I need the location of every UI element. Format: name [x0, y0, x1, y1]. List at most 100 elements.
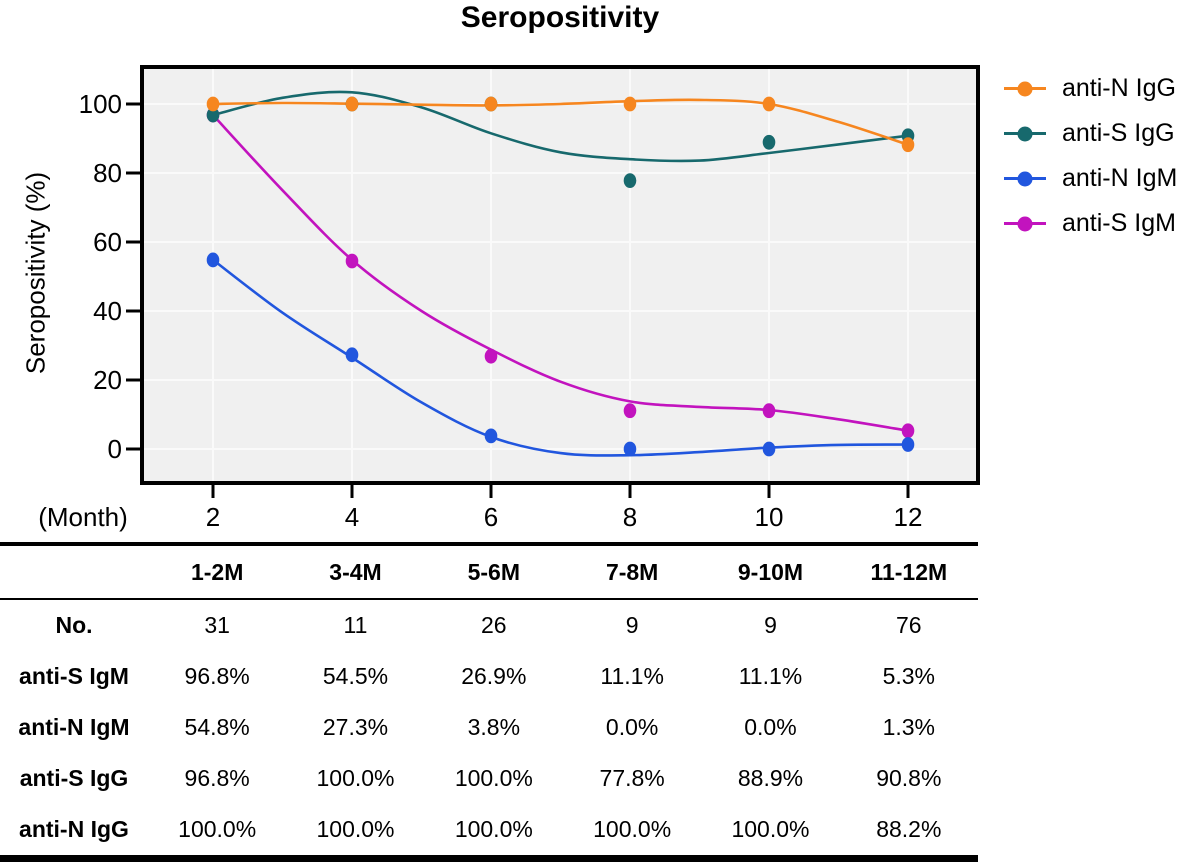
marker-anti-n-igm	[623, 441, 637, 457]
marker-anti-n-igg	[762, 96, 776, 112]
legend-item-label: anti-S IgM	[1062, 209, 1176, 237]
table-cell: 11.1%	[738, 663, 803, 689]
marker-anti-n-igm	[762, 441, 776, 457]
table-cell: 26.9%	[461, 663, 527, 689]
legend-item-label: anti-N IgM	[1062, 164, 1178, 192]
y-tick-label: 40	[93, 296, 122, 326]
marker-anti-s-igm	[901, 423, 915, 439]
y-tick-label: 100	[78, 89, 122, 119]
table-cell: 76	[896, 612, 922, 638]
x-tick-label: 4	[344, 502, 360, 532]
legend-item: anti-S IgG	[1004, 111, 1177, 156]
table-row: anti-S IgG 96.8% 100.0% 100.0% 77.8% 88.9% 90.…	[0, 753, 978, 804]
table-cell: 100.0%	[593, 816, 672, 842]
marker-anti-n-igm	[345, 347, 359, 363]
seropositivity-table: 1-2M 3-4M 5-6M 7-8M 9-10M 11-12M No. 31 11 26 9 9 7…	[0, 542, 978, 862]
legend-dot-icon	[1017, 126, 1033, 141]
marker-anti-s-igg	[623, 173, 637, 188]
table-row: anti-N IgG 100.0% 100.0% 100.0% 100.0% 100.0%…	[0, 804, 978, 855]
table-cell: 9	[764, 612, 777, 638]
table-rule-header	[0, 598, 978, 600]
table-cell: 88.9%	[737, 765, 804, 791]
legend-item-label: anti-S IgG	[1062, 119, 1175, 147]
table-cell: 100.0%	[316, 765, 395, 791]
table-cell: 1.3%	[882, 714, 936, 740]
plot-frame	[140, 65, 980, 485]
table-row-label: anti-N IgM	[18, 714, 130, 740]
curve-anti-n-igm	[211, 258, 910, 457]
table-body: No. 31 11 26 9 9 76 anti-S IgM 96.8% 54.5% 26.9% 11…	[0, 600, 978, 855]
table-cell: 100.0%	[178, 816, 257, 842]
marker-anti-n-igg	[623, 96, 637, 112]
table-row-label: anti-N IgG	[19, 816, 129, 842]
marker-anti-s-igm	[484, 348, 498, 364]
table-cell: 11.1%	[600, 663, 664, 689]
curve-anti-n-igg	[211, 98, 910, 146]
curve-anti-s-igg	[211, 90, 910, 163]
table-row: anti-S IgM 96.8% 54.5% 26.9% 11.1% 11.1% 5.3%	[0, 651, 978, 702]
table-cell: 100.0%	[316, 816, 395, 842]
table-cell: 3.8%	[467, 714, 521, 740]
marker-anti-n-igm	[206, 252, 220, 268]
table-cell: 96.8%	[184, 663, 250, 689]
table-column-header: 7-8M	[605, 558, 659, 585]
table-row: anti-N IgM 54.8% 27.3% 3.8% 0.0% 0.0% 1.3%	[0, 702, 978, 753]
line-chart	[126, 65, 980, 498]
table-cell: 0.0%	[605, 714, 659, 740]
marker-anti-s-igg	[762, 134, 776, 150]
table-column-header: 9-10M	[737, 558, 804, 585]
table-column-header: 11-12M	[870, 558, 948, 585]
x-tick-label: 12	[893, 502, 923, 532]
table-cell: 90.8%	[876, 765, 942, 791]
marker-anti-n-igg	[484, 96, 498, 112]
x-tick-label: 6	[483, 502, 499, 532]
legend-dot-icon	[1017, 216, 1033, 231]
table-cell: 26	[481, 612, 507, 638]
table-column-header: 5-6M	[467, 558, 521, 585]
marker-anti-s-igg	[206, 107, 220, 123]
y-tick-label: 0	[107, 434, 122, 464]
table-column-header: 3-4M	[329, 558, 382, 585]
table-cell: 11	[343, 612, 368, 638]
marker-anti-n-igg	[345, 96, 359, 112]
marker-anti-n-igm	[484, 428, 498, 444]
y-tick-label: 60	[93, 227, 122, 257]
x-tick-label: 10	[754, 502, 784, 532]
x-tick-label: 2	[205, 502, 221, 532]
table-cell: 54.5%	[322, 663, 389, 689]
table-header-row: 1-2M 3-4M 5-6M 7-8M 9-10M 11-12M	[0, 546, 978, 598]
table-rule-bottom	[0, 855, 978, 862]
x-tick-label: 8	[622, 502, 638, 532]
table-column-header: 1-2M	[190, 558, 244, 585]
table-cell: 96.8%	[184, 765, 250, 791]
chart-title: Seropositivity	[460, 1, 660, 34]
table-rule-top	[0, 542, 978, 546]
legend-dot-icon	[1017, 171, 1033, 186]
curve-anti-s-igm	[211, 113, 910, 432]
legend-swatch	[1004, 126, 1046, 142]
table-cell: 100.0%	[731, 816, 810, 842]
table-row-label: anti-S IgG	[19, 765, 129, 791]
legend-item-label: anti-N IgG	[1062, 74, 1176, 102]
table-row-label: No.	[55, 612, 93, 638]
marker-anti-n-igg	[206, 96, 220, 112]
legend-item: anti-S IgM	[1004, 201, 1177, 246]
table-row: No. 31 11 26 9 9 76	[0, 600, 978, 651]
table-cell: 9	[625, 612, 639, 638]
legend-dot-icon	[1017, 81, 1033, 96]
table-cell: 27.3%	[322, 714, 389, 740]
legend-item: anti-N IgG	[1004, 66, 1177, 111]
legend-swatch	[1004, 81, 1046, 97]
plot-background	[142, 67, 978, 483]
marker-anti-n-igg	[901, 137, 915, 153]
table-cell: 77.8%	[599, 765, 665, 791]
legend-swatch	[1004, 216, 1046, 232]
table-row-label: anti-S IgM	[19, 663, 129, 689]
marker-anti-s-igm	[345, 253, 359, 269]
legend-swatch	[1004, 171, 1046, 187]
table-cell: 54.8%	[184, 714, 250, 740]
x-axis-label: (Month)	[38, 502, 128, 532]
y-tick-label: 20	[93, 365, 122, 395]
chart-legend: anti-N IgG anti-S IgG anti-N IgM anti-S IgM	[1004, 66, 1177, 246]
